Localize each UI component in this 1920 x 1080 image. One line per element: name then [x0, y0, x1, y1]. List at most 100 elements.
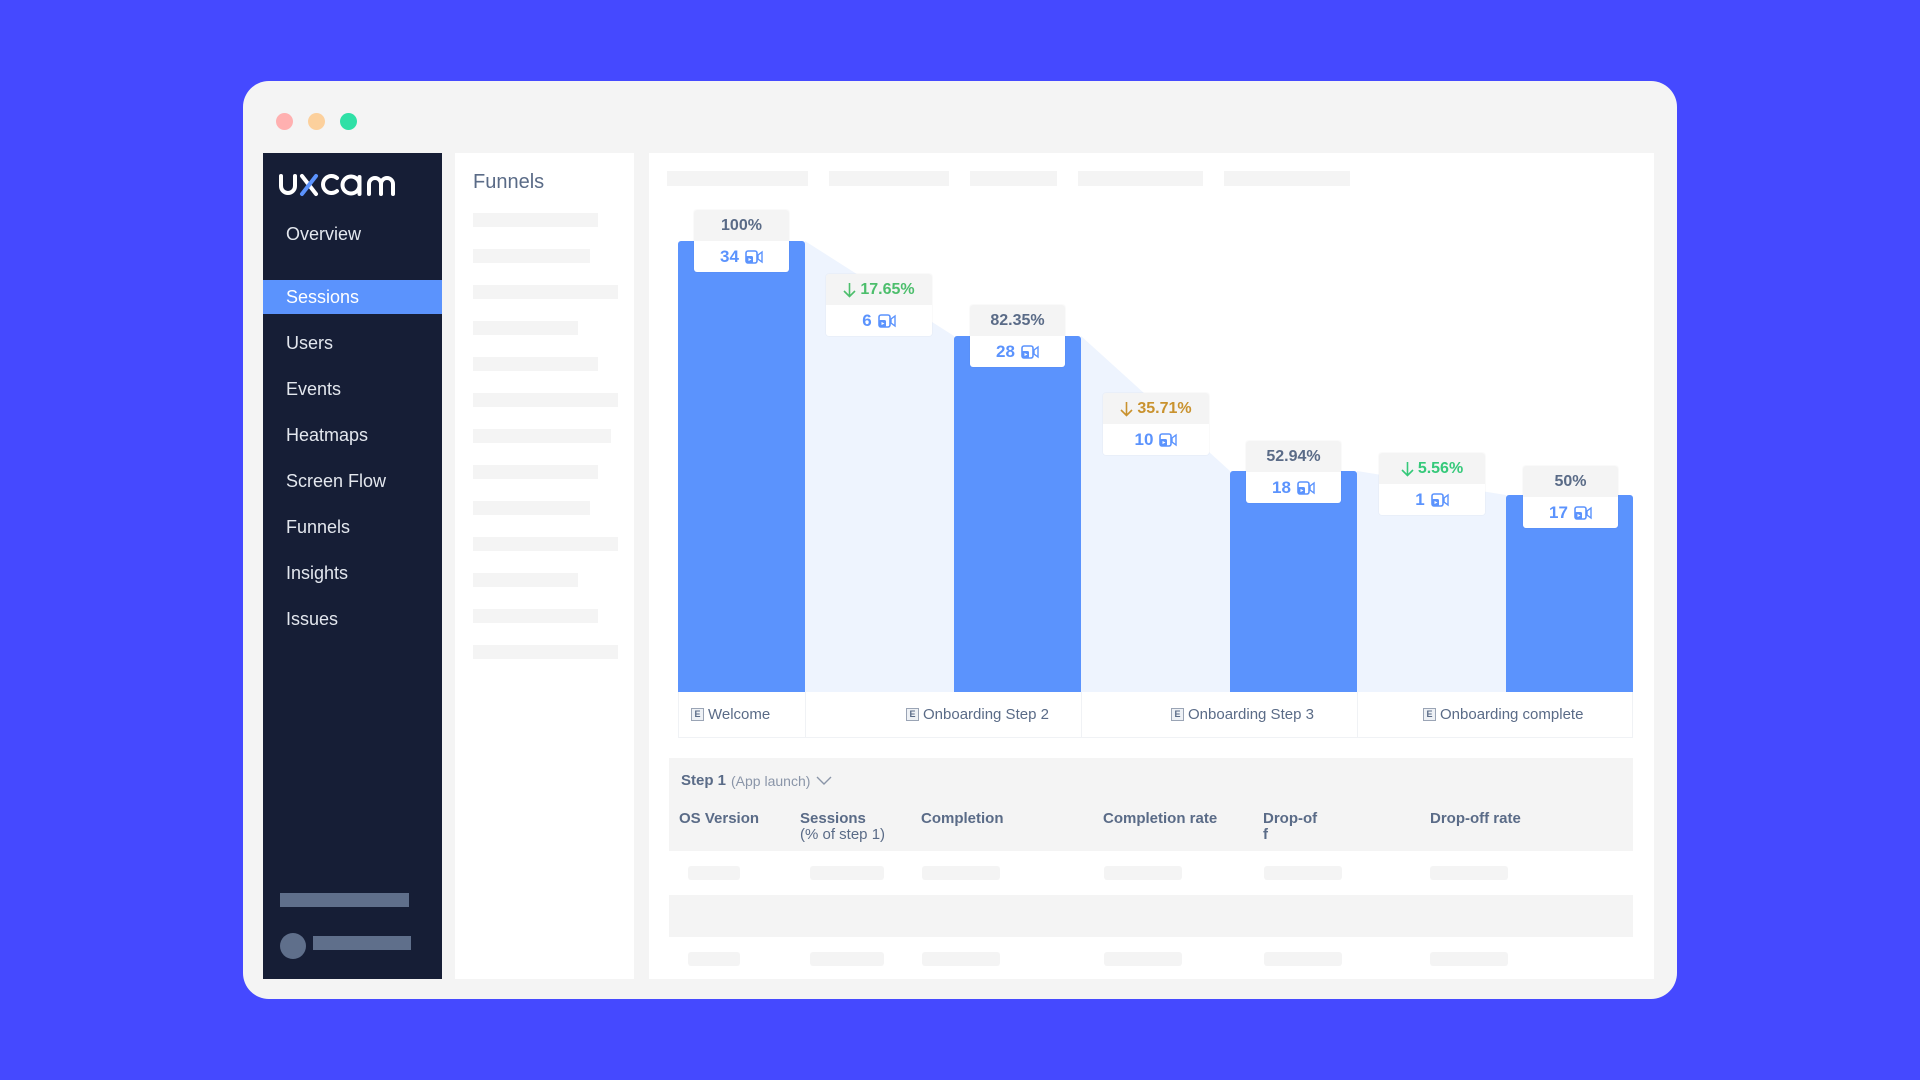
funnel-step-onboarding-complete[interactable]: E Onboarding complete [1358, 692, 1633, 737]
arrow-down-icon [843, 282, 856, 298]
sidebar-item-funnels[interactable]: Funnels [286, 517, 351, 537]
sidebar: Overview Sessions Users Events Heatmaps … [263, 153, 442, 979]
funnels-list-panel: Funnels [455, 153, 634, 979]
conversion-percent: 52.94% [1246, 441, 1341, 472]
conversion-percent: 50% [1523, 466, 1618, 497]
session-replay-icon [877, 313, 896, 328]
funnel-list-item[interactable] [473, 573, 578, 587]
funnel-list-item[interactable] [473, 213, 598, 227]
funnel-bar-welcome[interactable] [678, 241, 805, 692]
avatar[interactable] [280, 933, 306, 959]
dropoff-label: 35.71% 10 [1103, 393, 1209, 455]
session-count-link[interactable]: 34 [694, 241, 789, 272]
dropoff-label: 5.56% 1 [1379, 453, 1485, 515]
conversion-percent: 82.35% [970, 305, 1065, 336]
filter-tab-placeholder[interactable] [970, 171, 1057, 186]
step-label: Welcome [708, 706, 771, 723]
funnel-step-onboarding-step-2[interactable]: E Onboarding Step 2 [806, 692, 1082, 737]
filter-tab-placeholder[interactable] [667, 171, 808, 186]
session-replay-icon [1159, 432, 1178, 447]
chevron-down-icon [816, 776, 832, 785]
dropoff-session-link[interactable]: 10 [1103, 424, 1209, 455]
table-row[interactable] [669, 895, 1633, 937]
sidebar-item-users[interactable]: Users [286, 333, 334, 353]
bar-label: 100% 34 [694, 210, 789, 272]
conversion-percent: 100% [694, 210, 789, 241]
window-minimize-button[interactable] [308, 113, 325, 130]
event-icon: E [906, 708, 919, 721]
funnel-list-item[interactable] [473, 285, 618, 299]
funnel-list-item[interactable] [473, 321, 578, 335]
funnel-list-item[interactable] [473, 249, 590, 263]
sidebar-item-sessions[interactable]: Sessions [263, 280, 442, 314]
funnel-list-item[interactable] [473, 537, 618, 551]
funnel-list-item[interactable] [473, 645, 618, 659]
sidebar-item-overview[interactable]: Overview [286, 224, 362, 244]
step-sublabel: (App launch) [731, 772, 811, 789]
sidebar-item-issues[interactable]: Issues [286, 609, 339, 629]
session-replay-icon [1430, 492, 1449, 507]
step-label: Onboarding complete [1440, 706, 1584, 723]
step-label: Step 1 [681, 772, 727, 789]
user-name-placeholder [313, 936, 411, 950]
session-replay-icon [1021, 344, 1039, 359]
funnel-list-item[interactable] [473, 357, 598, 371]
dropoff-count: 6 [862, 311, 872, 330]
filter-tab-placeholder[interactable] [1224, 171, 1350, 186]
session-replay-icon [1574, 505, 1592, 520]
session-count-link[interactable]: 18 [1246, 472, 1341, 503]
dropoff-percent-value: 17.65% [860, 281, 915, 298]
settings-placeholder[interactable] [280, 893, 409, 907]
dropoff-percent-value: 5.56% [1417, 460, 1464, 477]
funnel-bar-onboarding-step-2[interactable] [954, 336, 1081, 692]
dropoff-label: 17.65% 6 [826, 274, 932, 336]
event-icon: E [1171, 708, 1184, 721]
session-count: 28 [996, 342, 1015, 361]
session-count-link[interactable]: 17 [1523, 497, 1618, 528]
column-header-drop-off[interactable]: Drop-of f [1263, 810, 1318, 843]
dropoff-session-link[interactable]: 1 [1379, 484, 1485, 515]
column-header-completion-rate[interactable]: Completion rate [1103, 810, 1218, 827]
bar-label: 82.35% 28 [970, 305, 1065, 367]
arrow-down-icon [1401, 461, 1414, 477]
session-count-link[interactable]: 28 [970, 336, 1065, 367]
funnel-list-item[interactable] [473, 501, 590, 515]
funnel-step-welcome[interactable]: E Welcome [679, 692, 806, 737]
dropoff-session-link[interactable]: 6 [826, 305, 932, 336]
arrow-down-icon [1120, 401, 1133, 417]
step-label: Onboarding Step 2 [923, 706, 1049, 723]
funnel-bar-onboarding-step-3[interactable] [1230, 471, 1357, 692]
column-header-os-version[interactable]: OS Version [679, 810, 760, 827]
funnel-list-item[interactable] [473, 429, 611, 443]
column-header-sessions[interactable]: Sessions (% of step 1) [800, 810, 886, 843]
column-header-drop-off-rate[interactable]: Drop-off rate [1430, 810, 1521, 827]
bar-label: 50% 17 [1523, 466, 1618, 528]
sidebar-item-screen-flow[interactable]: Screen Flow [286, 471, 387, 491]
session-replay-icon [745, 249, 763, 264]
dropoff-count: 10 [1134, 430, 1154, 449]
dropoff-count: 1 [1415, 490, 1425, 509]
funnel-step-onboarding-step-3[interactable]: E Onboarding Step 3 [1082, 692, 1358, 737]
window-maximize-button[interactable] [340, 113, 357, 130]
dropoff-percent: 35.71% [1103, 393, 1209, 424]
column-header-completion[interactable]: Completion [921, 810, 1004, 827]
sidebar-item-events[interactable]: Events [286, 379, 342, 399]
dropoff-percent: 5.56% [1379, 453, 1485, 484]
sidebar-item-insights[interactable]: Insights [286, 563, 349, 583]
funnel-list-item[interactable] [473, 609, 598, 623]
step-label: Onboarding Step 3 [1188, 706, 1314, 723]
funnel-list-item[interactable] [473, 393, 618, 407]
sidebar-item-heatmaps[interactable]: Heatmaps [286, 425, 369, 445]
filter-tab-placeholder[interactable] [1078, 171, 1203, 186]
session-count: 17 [1549, 503, 1568, 522]
bar-label: 52.94% 18 [1246, 441, 1341, 503]
session-count: 34 [720, 247, 739, 266]
event-icon: E [691, 708, 704, 721]
filter-tab-placeholder[interactable] [829, 171, 949, 186]
funnel-steps-row: E Welcome E Onboarding Step 2 E Onboarding … [678, 692, 1633, 738]
step-selector-dropdown[interactable]: Step 1 (App launch) [681, 772, 833, 789]
dropoff-percent: 17.65% [826, 274, 932, 305]
window-close-button[interactable] [276, 113, 293, 130]
session-replay-icon [1297, 480, 1315, 495]
funnel-list-item[interactable] [473, 465, 598, 479]
